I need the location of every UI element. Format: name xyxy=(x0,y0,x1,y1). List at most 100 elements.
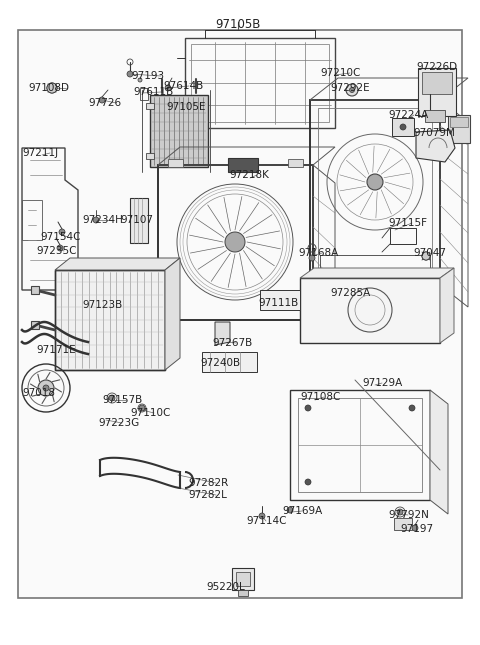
Circle shape xyxy=(412,525,418,531)
Text: 97282R: 97282R xyxy=(188,478,228,488)
Bar xyxy=(422,72,452,94)
Bar xyxy=(310,100,440,285)
Bar xyxy=(158,165,313,320)
Text: 97079M: 97079M xyxy=(413,128,455,138)
Bar xyxy=(146,103,154,109)
Bar xyxy=(425,110,445,122)
Bar xyxy=(288,159,303,167)
Bar xyxy=(55,270,165,370)
Circle shape xyxy=(43,385,49,391)
Bar xyxy=(320,255,430,283)
Text: 97197: 97197 xyxy=(400,524,433,534)
Text: 97114C: 97114C xyxy=(246,516,287,526)
Polygon shape xyxy=(440,268,454,343)
Text: 97267B: 97267B xyxy=(212,338,252,348)
Bar xyxy=(130,198,148,243)
Text: 97154C: 97154C xyxy=(40,232,81,242)
Text: 97047: 97047 xyxy=(413,248,446,258)
Bar xyxy=(392,118,414,136)
Circle shape xyxy=(165,85,171,91)
Circle shape xyxy=(305,479,311,485)
Text: 97226D: 97226D xyxy=(416,62,457,72)
Bar xyxy=(140,88,148,100)
Bar xyxy=(31,321,39,329)
Bar xyxy=(232,568,254,590)
Text: 95220L: 95220L xyxy=(206,582,245,592)
Bar xyxy=(191,44,329,122)
Text: 97105E: 97105E xyxy=(166,102,205,112)
Bar xyxy=(448,115,470,143)
Text: 97218K: 97218K xyxy=(229,170,269,180)
Text: 97292E: 97292E xyxy=(330,83,370,93)
Bar xyxy=(298,398,422,492)
Circle shape xyxy=(59,229,65,235)
Circle shape xyxy=(367,174,383,190)
Polygon shape xyxy=(430,390,448,514)
Text: 97235C: 97235C xyxy=(36,246,76,256)
Text: 97168A: 97168A xyxy=(298,248,338,258)
Text: 97240B: 97240B xyxy=(200,358,240,368)
Text: 97193: 97193 xyxy=(131,71,164,81)
Circle shape xyxy=(287,507,293,513)
Bar xyxy=(22,200,42,240)
Text: 97614B: 97614B xyxy=(163,81,203,91)
Bar xyxy=(55,270,165,370)
Text: 97211J: 97211J xyxy=(22,148,58,158)
Circle shape xyxy=(139,405,145,411)
Circle shape xyxy=(400,124,406,130)
Polygon shape xyxy=(55,258,180,270)
Bar xyxy=(450,117,468,127)
Text: 97224A: 97224A xyxy=(388,110,428,120)
Circle shape xyxy=(309,255,315,261)
Circle shape xyxy=(346,84,358,96)
Text: 97282L: 97282L xyxy=(188,490,227,500)
Polygon shape xyxy=(416,130,455,162)
Bar xyxy=(394,518,412,530)
Circle shape xyxy=(47,83,57,93)
Text: 97111B: 97111B xyxy=(258,298,298,308)
Text: 97285A: 97285A xyxy=(330,288,370,298)
Polygon shape xyxy=(300,268,454,278)
Circle shape xyxy=(397,509,403,515)
Bar xyxy=(18,30,462,598)
Circle shape xyxy=(127,71,133,77)
Text: 97110C: 97110C xyxy=(130,408,170,418)
Text: 97123B: 97123B xyxy=(82,300,122,310)
Bar xyxy=(260,290,300,310)
Bar xyxy=(202,352,257,372)
Bar xyxy=(318,108,432,277)
Text: 97726: 97726 xyxy=(88,98,121,108)
Bar xyxy=(185,38,335,128)
Bar xyxy=(236,572,250,586)
Bar xyxy=(150,95,208,167)
Text: 97234H: 97234H xyxy=(82,215,123,225)
Circle shape xyxy=(93,217,99,223)
Bar xyxy=(238,590,248,596)
Circle shape xyxy=(99,97,105,103)
Bar xyxy=(418,68,456,116)
Polygon shape xyxy=(165,258,180,370)
Circle shape xyxy=(422,252,430,260)
Text: 97018: 97018 xyxy=(22,388,55,398)
Bar xyxy=(168,159,183,167)
Circle shape xyxy=(349,88,355,92)
Bar xyxy=(146,153,154,159)
Circle shape xyxy=(305,405,311,411)
Bar xyxy=(390,228,416,244)
Text: 97169A: 97169A xyxy=(282,506,322,516)
Text: 97210C: 97210C xyxy=(320,68,360,78)
Circle shape xyxy=(225,232,245,252)
Text: 97157B: 97157B xyxy=(102,395,142,405)
Bar xyxy=(31,286,39,294)
Text: 97792N: 97792N xyxy=(388,510,429,520)
Circle shape xyxy=(38,380,54,396)
Polygon shape xyxy=(215,322,230,345)
Circle shape xyxy=(409,405,415,411)
Circle shape xyxy=(57,245,63,251)
Text: 97105B: 97105B xyxy=(216,18,261,31)
Circle shape xyxy=(138,78,142,82)
Circle shape xyxy=(109,395,115,401)
Text: 97115F: 97115F xyxy=(388,218,427,228)
Bar xyxy=(290,390,430,500)
Text: 97129A: 97129A xyxy=(362,378,402,388)
